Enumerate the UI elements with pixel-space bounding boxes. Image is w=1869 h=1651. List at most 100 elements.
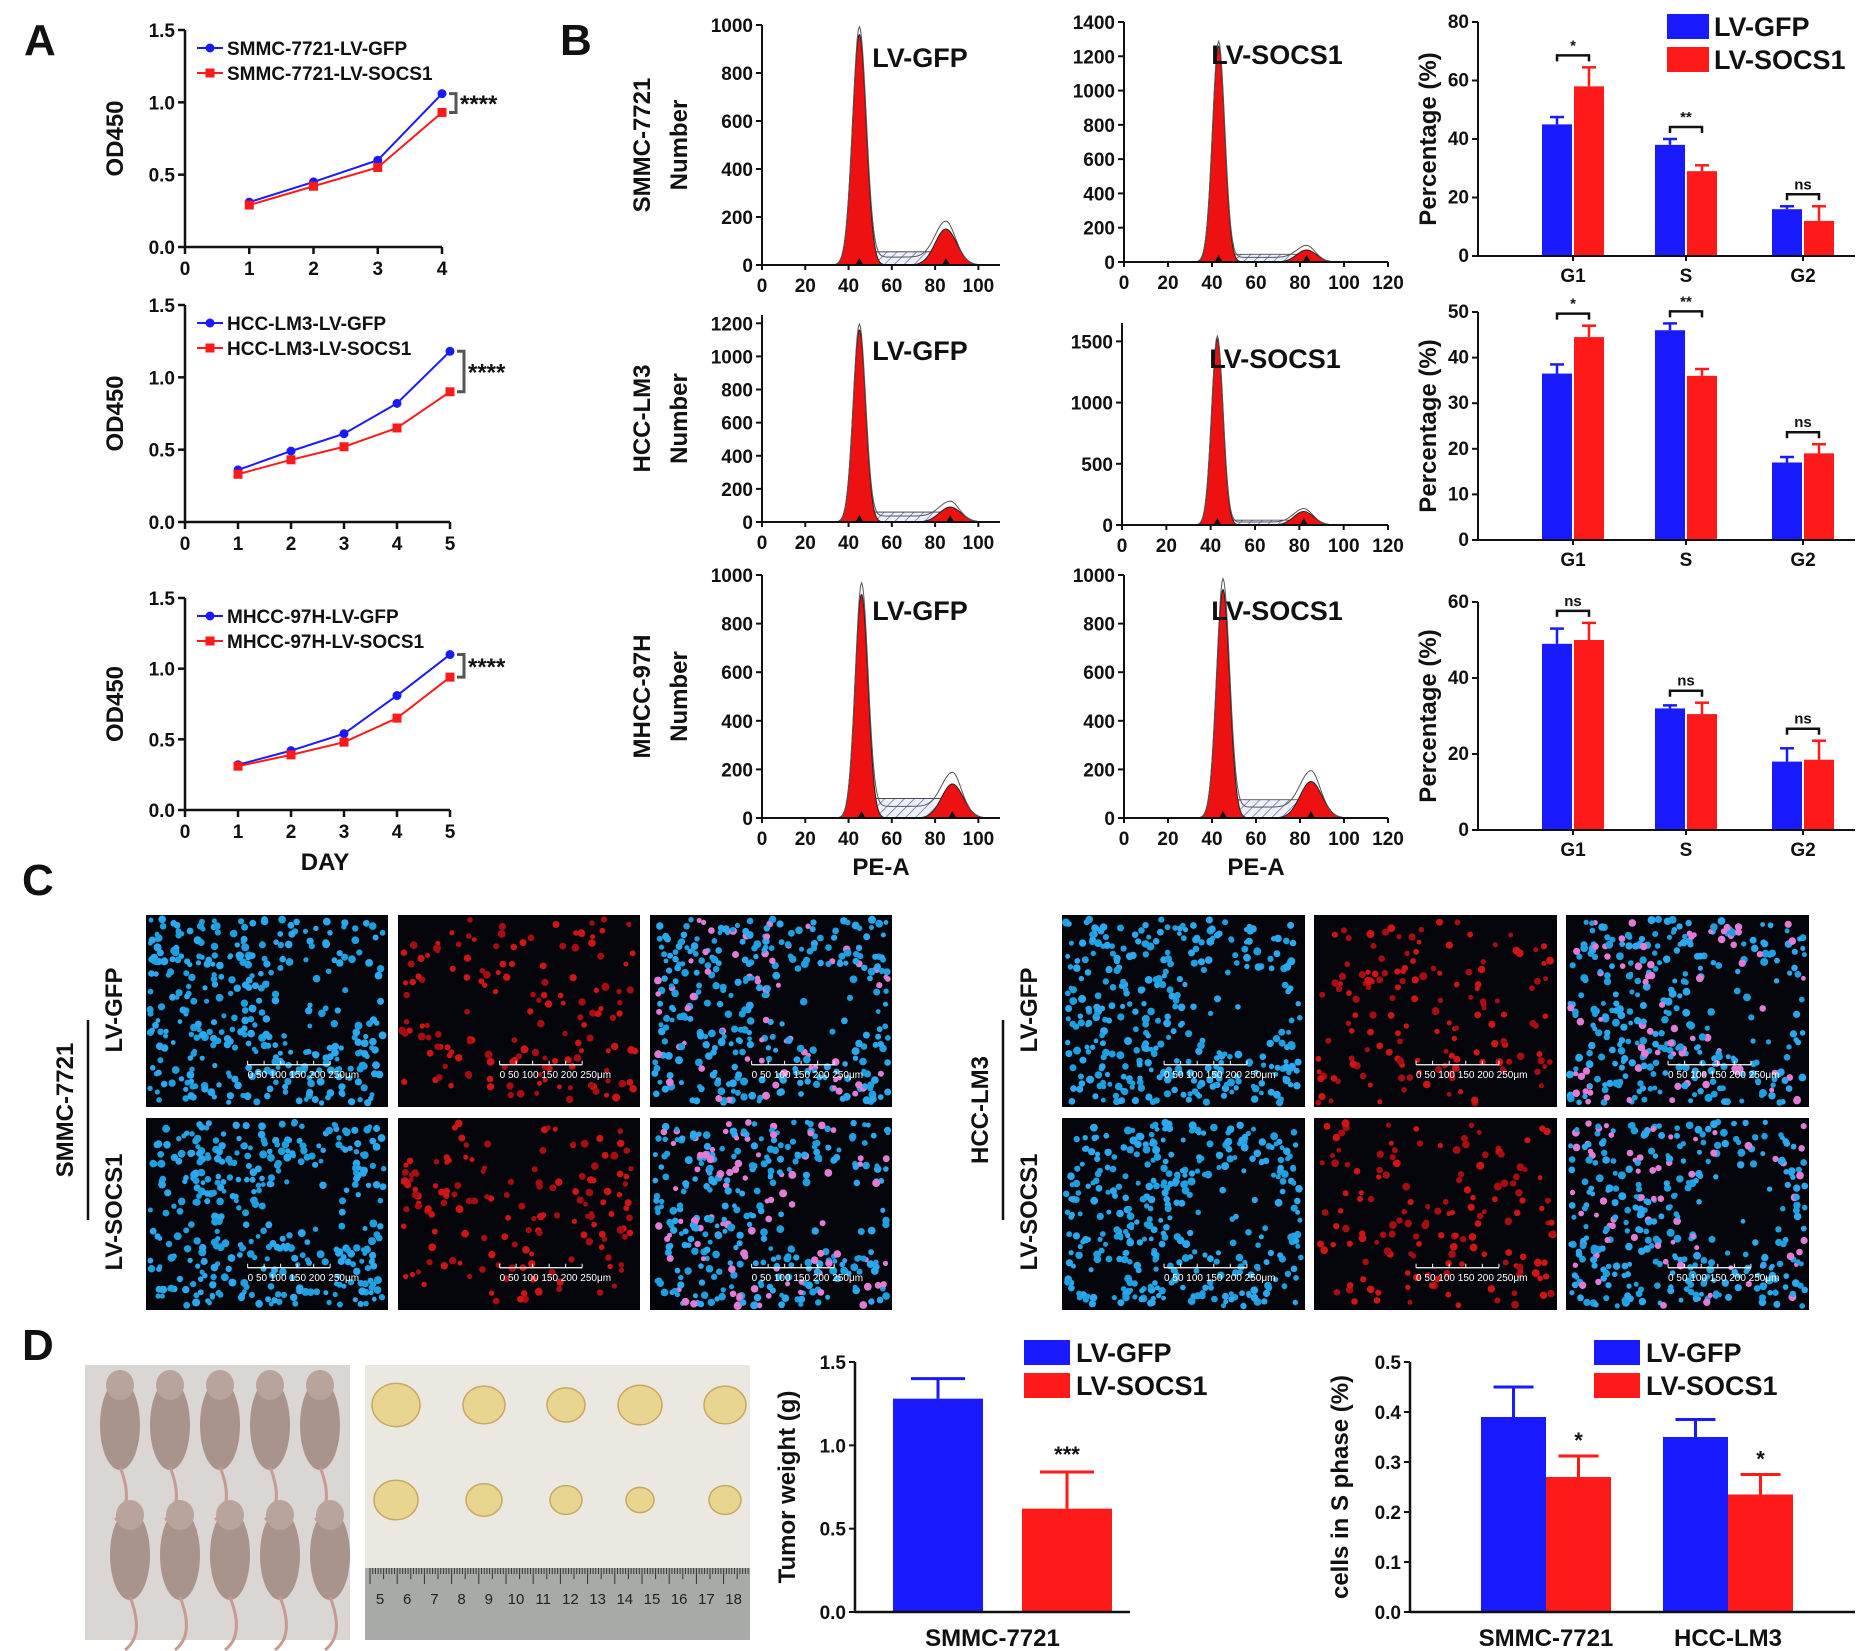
- panel-d-tumor: 5 6 7 8 9 10 11 12 13 14 15 16 17 18***0.00.51.01.5Tu…: [85, 1338, 1855, 1651]
- cell-nucleus: [260, 917, 269, 926]
- cell-nucleus: [228, 976, 236, 984]
- cell-nucleus: [1176, 1259, 1183, 1266]
- cell-nucleus: [1225, 1146, 1233, 1153]
- cell-nucleus: [1681, 1082, 1689, 1090]
- cell-nucleus: [1598, 1053, 1606, 1061]
- cell-nucleus: [1173, 1233, 1182, 1241]
- cell-nucleus: [537, 1019, 545, 1028]
- cell-nucleus: [1613, 1000, 1620, 1007]
- cell-nucleus: [335, 1073, 343, 1081]
- cell-nucleus: [1793, 1212, 1802, 1221]
- cell-nucleus: [549, 1184, 557, 1192]
- cell-nucleus: [832, 927, 839, 935]
- cell-nucleus: [811, 1227, 819, 1235]
- cell-nucleus: [1136, 1061, 1143, 1068]
- cell-nucleus: [1476, 1129, 1482, 1135]
- cell-nucleus: [357, 1097, 363, 1103]
- tumor: [617, 1384, 663, 1426]
- cell-nucleus: [182, 1095, 189, 1102]
- cell-nucleus: [1566, 1070, 1574, 1079]
- cell-nucleus: [1578, 1281, 1587, 1290]
- cell-nucleus: [770, 1131, 778, 1139]
- cell-nucleus: [1188, 1170, 1196, 1177]
- cell-nucleus: [717, 1038, 726, 1047]
- cell-nucleus: [157, 1151, 165, 1158]
- cell-nucleus: [1394, 984, 1401, 991]
- cell-nucleus: [1137, 1084, 1146, 1092]
- cell-nucleus: [1603, 977, 1612, 986]
- cell-nucleus: [1157, 1040, 1165, 1048]
- data-point: [437, 107, 447, 117]
- cell-nucleus: [221, 1188, 227, 1194]
- cell-nucleus: [773, 972, 780, 980]
- cell-nucleus: [758, 1076, 766, 1084]
- cell-nucleus: [1295, 1209, 1301, 1215]
- cell-nucleus: [153, 971, 159, 977]
- cell-nucleus: [1268, 965, 1275, 972]
- cell-nucleus: [591, 1221, 597, 1228]
- y-tick-label: 50: [1448, 302, 1469, 323]
- cell-nucleus: [1147, 1007, 1155, 1016]
- cell-nucleus: [1598, 1140, 1606, 1147]
- cell-nucleus: [882, 1023, 889, 1030]
- cell-nucleus: [580, 1139, 589, 1148]
- cell-nucleus: [853, 1179, 861, 1187]
- cell-nucleus: [366, 1020, 373, 1027]
- cell-nucleus: [368, 1259, 374, 1265]
- cell-nucleus: [882, 1292, 890, 1300]
- cell-nucleus: [1180, 1091, 1187, 1098]
- cell-nucleus: [1634, 977, 1641, 985]
- cell-nucleus: [1244, 963, 1250, 970]
- cell-nucleus: [307, 1023, 313, 1029]
- group-label: LV-SOCS1: [1211, 40, 1343, 70]
- cell-nucleus: [1122, 1063, 1129, 1070]
- cell-nucleus: [882, 1260, 889, 1266]
- y-tick-label: 200: [721, 480, 753, 501]
- ruler-number: 5: [376, 1591, 384, 1608]
- cell-nucleus: [726, 1168, 734, 1177]
- cell-nucleus: [740, 1249, 748, 1258]
- cell-nucleus: [560, 1000, 566, 1006]
- x-tick-label: 2: [286, 822, 297, 843]
- cell-nucleus: [799, 997, 808, 1006]
- cell-nucleus: [1701, 1071, 1707, 1077]
- cell-nucleus: [760, 1259, 767, 1266]
- cell-nucleus: [1077, 1013, 1084, 1019]
- cell-nucleus: [372, 1143, 381, 1151]
- cell-nucleus: [1771, 1076, 1778, 1083]
- cell-nucleus: [334, 1007, 341, 1014]
- significance-bracket: [457, 653, 466, 679]
- cell-nucleus: [1783, 1273, 1789, 1279]
- cell-nucleus: [722, 1128, 729, 1135]
- cell-nucleus: [1147, 1205, 1154, 1212]
- cell-nucleus: [207, 1300, 212, 1306]
- cell-nucleus: [1076, 1085, 1084, 1093]
- cell-nucleus: [1539, 1205, 1545, 1212]
- cell-nucleus: [302, 1063, 308, 1069]
- cell-nucleus: [1229, 1239, 1237, 1247]
- cell-nucleus: [1233, 960, 1240, 966]
- cell-nucleus: [254, 1068, 262, 1076]
- cell-nucleus: [840, 1266, 848, 1275]
- x-tick-label: 80: [1289, 536, 1310, 557]
- legend-label: SMMC-7721-LV-SOCS1: [227, 64, 433, 85]
- sig-label: ns: [1794, 176, 1812, 193]
- cell-nucleus: [1516, 1263, 1524, 1271]
- cell-nucleus: [588, 939, 596, 947]
- cell-nucleus: [1253, 1069, 1259, 1075]
- cell-nucleus: [1720, 1128, 1728, 1137]
- smmc-micrograph-1-2: 0 50 100 150 200 250μm: [398, 915, 640, 1107]
- cell-nucleus: [1153, 1097, 1160, 1104]
- cell-nucleus: [1249, 1155, 1256, 1162]
- cell-nucleus: [267, 1174, 276, 1182]
- cell-nucleus: [373, 1276, 382, 1285]
- cell-nucleus: [537, 1080, 542, 1086]
- cell-nucleus: [704, 968, 712, 975]
- cell-nucleus: [852, 1284, 858, 1290]
- legend-marker: [205, 343, 215, 353]
- cell-nucleus: [725, 1081, 732, 1087]
- cell-nucleus: [813, 1148, 821, 1156]
- cell-nucleus: [197, 1168, 206, 1177]
- cell-nucleus: [1094, 992, 1102, 1000]
- cell-nucleus: [672, 1217, 679, 1225]
